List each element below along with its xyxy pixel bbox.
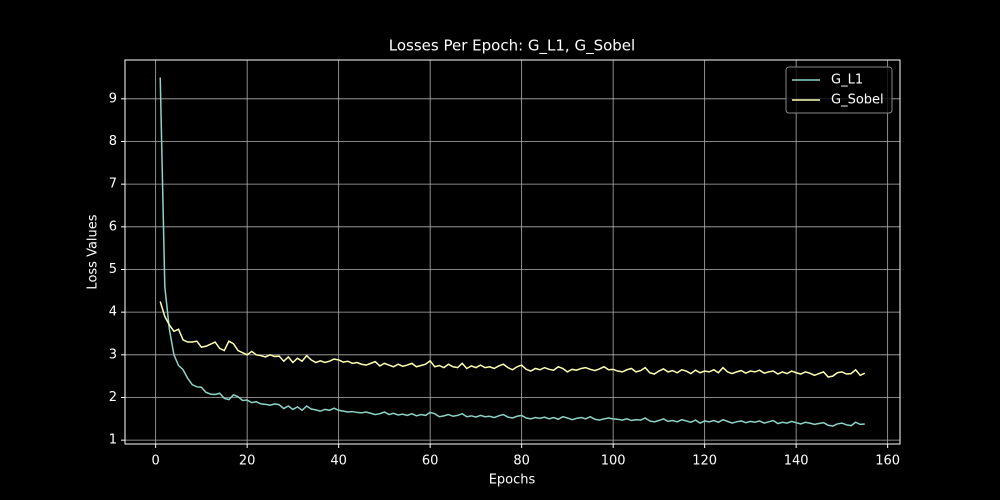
x-axis-label: Epochs <box>489 473 536 488</box>
y-tick-label: 7 <box>109 177 117 192</box>
y-tick-label: 8 <box>109 134 117 149</box>
y-tick-label: 9 <box>109 91 117 106</box>
x-tick-label: 40 <box>330 454 347 469</box>
chart-title: Losses Per Epoch: G_L1, G_Sobel <box>389 37 635 56</box>
y-tick-label: 6 <box>109 219 117 234</box>
x-tick-label: 160 <box>875 454 900 469</box>
y-axis-label: Loss Values <box>86 214 101 289</box>
y-tick-label: 3 <box>109 347 117 362</box>
y-tick-label: 5 <box>109 262 117 277</box>
x-tick-label: 20 <box>239 454 256 469</box>
legend-label: G_Sobel <box>831 93 884 108</box>
line-series <box>159 77 865 427</box>
y-tick-label: 2 <box>109 390 117 405</box>
legend-box <box>785 66 893 114</box>
x-tick-label: 80 <box>513 454 530 469</box>
legend-label: G_L1 <box>831 73 863 88</box>
x-tick-label: 120 <box>692 454 717 469</box>
line-series <box>159 301 866 378</box>
y-tick-label: 1 <box>109 433 117 448</box>
y-tick-label: 4 <box>109 305 117 320</box>
x-tick-label: 0 <box>152 454 160 469</box>
x-tick-label: 140 <box>784 454 809 469</box>
plot-frame <box>124 59 901 445</box>
x-tick-label: 100 <box>601 454 626 469</box>
x-tick-label: 60 <box>422 454 439 469</box>
